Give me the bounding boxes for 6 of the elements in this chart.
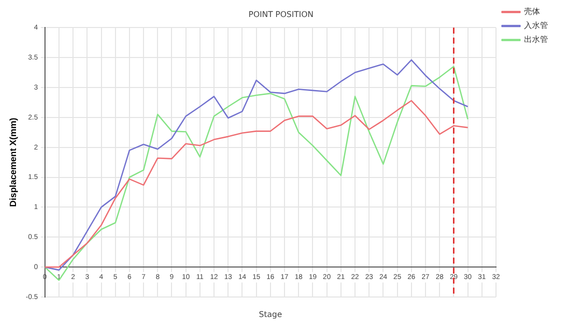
x-axis-title: Stage (258, 310, 282, 319)
legend-label: 入水管 (524, 21, 548, 30)
legend-label: 出水管 (524, 35, 548, 44)
y-axis-title: Displacement X(mm) (8, 118, 18, 207)
chart-title: POINT POSITION (248, 10, 314, 19)
legend-label: 壳体 (524, 7, 540, 16)
